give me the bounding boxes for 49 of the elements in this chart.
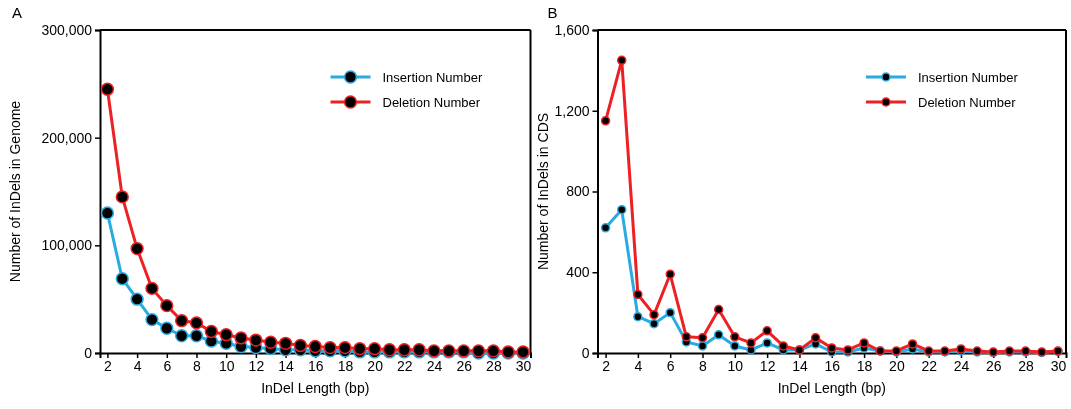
y-axis-title: Number of InDels in CDS [534,112,551,271]
x-tick-label: 12 [248,357,265,374]
chart-title: A [12,4,23,21]
x-tick-label: 22 [397,357,413,374]
x-tick-label: 6 [163,357,172,374]
legend-label: Deletion Number [382,95,481,110]
x-tick-label: 30 [515,357,532,374]
x-tick-label: 30 [1050,357,1067,374]
x-tick-label: 8 [193,357,202,374]
x-tick-label: 18 [856,357,873,374]
y-axis-title: Number of InDels in Genome [7,100,23,283]
y-tick-label: 0 [581,344,590,361]
x-tick-label: 20 [367,357,384,374]
y-tick-label: 0 [84,344,93,361]
x-tick-label: 28 [486,357,502,374]
x-axis-title: InDel Length (bp) [261,380,370,396]
y-tick-label: 100,000 [41,237,93,254]
x-tick-label: 8 [699,357,708,374]
x-tick-label: 24 [426,357,443,374]
x-tick-label: 12 [759,357,776,374]
x-tick-label: 28 [1018,357,1035,374]
x-tick-label: 26 [986,357,1002,374]
y-tick-label: 200,000 [41,129,93,146]
x-axis-title: InDel Length (bp) [777,380,886,396]
y-tick-label: 300,000 [41,21,93,38]
x-tick-label: 16 [824,357,841,374]
legend-label: Insertion Number [918,70,1019,85]
y-tick-label: 1,200 [554,102,590,119]
y-tick-label: 400 [566,264,590,281]
x-tick-label: 10 [218,357,235,374]
x-tick-label: 10 [727,357,744,374]
x-tick-label: 2 [602,357,611,374]
x-tick-label: 18 [337,357,354,374]
x-tick-label: 26 [456,357,473,374]
y-tick-label: 1,600 [554,21,590,38]
x-tick-label: 4 [634,357,643,374]
legend-label: Insertion Number [382,70,483,85]
chart-title: B [547,4,558,21]
x-tick-label: 14 [792,357,808,374]
x-tick-label: 24 [953,357,970,374]
y-tick-label: 800 [566,183,590,200]
x-tick-label: 22 [921,357,938,374]
x-tick-label: 6 [666,357,675,374]
x-tick-label: 2 [104,357,113,374]
x-tick-label: 4 [133,357,142,374]
x-tick-label: 14 [278,357,295,374]
x-tick-label: 16 [307,357,324,374]
x-tick-label: 20 [889,357,905,374]
legend-label: Deletion Number [918,95,1017,110]
